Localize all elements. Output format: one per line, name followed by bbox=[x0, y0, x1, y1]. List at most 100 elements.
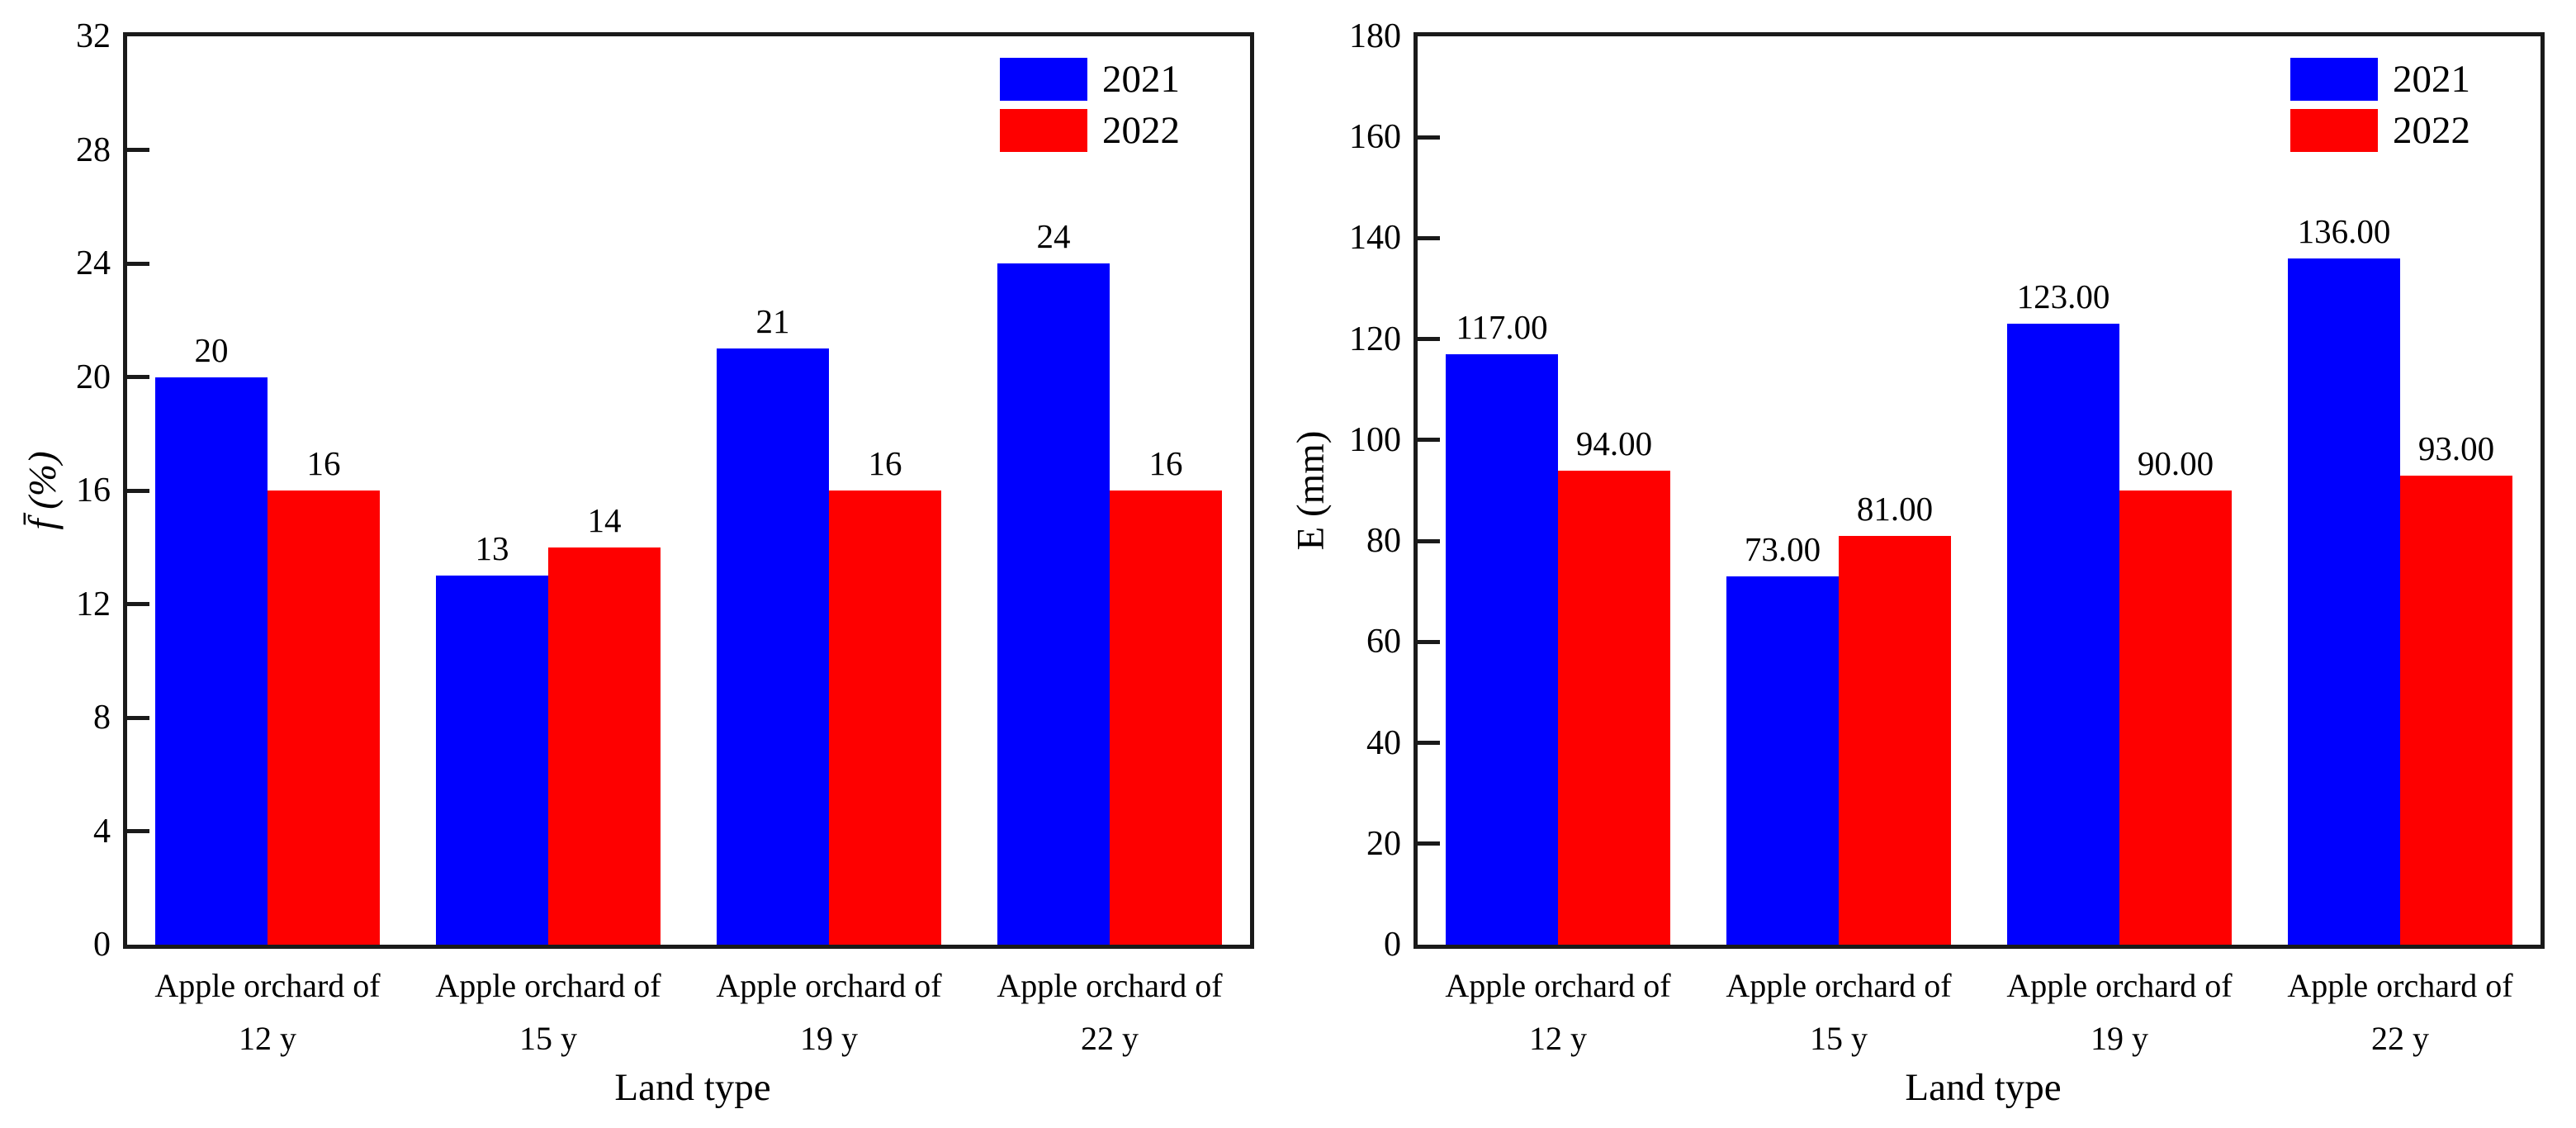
legend-swatch-2022 bbox=[1000, 109, 1087, 152]
bar-2021-group-2 bbox=[436, 576, 548, 945]
bar-2021-group-4 bbox=[997, 263, 1110, 945]
bar-2021-group-3 bbox=[717, 348, 829, 945]
y-tick-mark bbox=[127, 148, 149, 152]
bar-2021-group-1 bbox=[155, 377, 268, 945]
category-label-line: 15 y bbox=[519, 1020, 577, 1057]
category-label-line: Apple orchard of bbox=[154, 967, 381, 1004]
bar-2022-group-4 bbox=[1110, 491, 1222, 945]
category-label-line: Apple orchard of bbox=[2006, 967, 2233, 1004]
category-label-line: Apple orchard of bbox=[716, 967, 942, 1004]
legend-item-2021: 2021 bbox=[1000, 58, 1180, 101]
y-tick-label: 20 bbox=[76, 358, 111, 396]
category-label-line: Apple orchard of bbox=[1726, 967, 1952, 1004]
bar-value-label-2022-group-3: 16 bbox=[868, 444, 902, 482]
legend-label-2021: 2021 bbox=[2393, 57, 2470, 101]
y-tick-label: 32 bbox=[76, 17, 111, 55]
legend-swatch-2022 bbox=[2290, 109, 2378, 152]
bar-2022-group-1 bbox=[1558, 470, 1670, 945]
category-label-group-3: Apple orchard of 19 y bbox=[1938, 960, 2301, 1065]
y-tick-label: 80 bbox=[1366, 522, 1401, 561]
y-tick-mark bbox=[1418, 538, 1440, 543]
category-label-line: 22 y bbox=[2371, 1020, 2429, 1057]
bar-value-label-2021-group-1: 117.00 bbox=[1456, 308, 1548, 346]
y-tick-label: 100 bbox=[1349, 420, 1401, 459]
bar-2021-group-4 bbox=[2288, 258, 2400, 945]
bar-value-label-2021-group-4: 24 bbox=[1036, 217, 1071, 255]
y-tick-mark bbox=[1418, 741, 1440, 746]
bar-value-label-2021-group-2: 73.00 bbox=[1744, 529, 1821, 568]
bar-2022-group-3 bbox=[829, 491, 941, 945]
bar-value-label-2021-group-1: 20 bbox=[194, 330, 229, 369]
y-tick-label: 60 bbox=[1366, 623, 1401, 661]
y-axis-title-e-mm: E (mm) bbox=[1289, 430, 1333, 551]
y-tick-label: 0 bbox=[1384, 926, 1401, 964]
y-tick-label: 16 bbox=[76, 472, 111, 509]
y-axis-title-f-percent: f̄ (%) bbox=[21, 451, 64, 530]
category-label-line: Apple orchard of bbox=[997, 967, 1223, 1004]
category-label-line: Apple orchard of bbox=[1445, 967, 1671, 1004]
category-label-line: 12 y bbox=[239, 1020, 296, 1057]
y-tick-label: 40 bbox=[1366, 723, 1401, 762]
legend-item-2022: 2022 bbox=[2290, 109, 2470, 152]
y-tick-mark bbox=[127, 375, 149, 379]
bar-value-label-2022-group-4: 16 bbox=[1148, 444, 1183, 482]
x-axis-title-right: Land type bbox=[1905, 1066, 2062, 1109]
legend-item-2021: 2021 bbox=[2290, 58, 2470, 101]
bar-value-label-2022-group-2: 14 bbox=[587, 500, 622, 539]
y-tick-label: 160 bbox=[1349, 118, 1401, 157]
bar-value-label-2022-group-2: 81.00 bbox=[1856, 490, 1934, 528]
y-tick-label: 28 bbox=[76, 130, 111, 169]
bar-value-label-2022-group-1: 16 bbox=[306, 444, 341, 482]
category-label-line: 12 y bbox=[1529, 1020, 1587, 1057]
category-label-line: 19 y bbox=[800, 1020, 858, 1057]
y-tick-label: 20 bbox=[1366, 824, 1401, 863]
y-tick-label: 180 bbox=[1349, 17, 1401, 55]
y-tick-mark bbox=[1418, 841, 1440, 846]
category-label-line: 19 y bbox=[2091, 1020, 2148, 1057]
bar-value-label-2021-group-3: 21 bbox=[755, 302, 790, 341]
y-tick-mark bbox=[127, 829, 149, 833]
y-tick-mark bbox=[1418, 639, 1440, 644]
y-tick-mark bbox=[127, 715, 149, 720]
category-label-line: 15 y bbox=[1810, 1020, 1868, 1057]
category-label-group-2: Apple orchard of 15 y bbox=[1657, 960, 2020, 1065]
bar-value-label-2021-group-2: 13 bbox=[475, 529, 509, 568]
legend-swatch-2021 bbox=[1000, 58, 1087, 101]
bar-2021-group-1 bbox=[1446, 354, 1558, 945]
y-tick-label: 140 bbox=[1349, 219, 1401, 258]
category-label-group-3: Apple orchard of 19 y bbox=[647, 960, 1011, 1065]
category-label-line: 22 y bbox=[1081, 1020, 1139, 1057]
y-tick-label: 0 bbox=[93, 926, 111, 964]
y-tick-mark bbox=[127, 488, 149, 493]
legend-swatch-2021 bbox=[2290, 58, 2378, 101]
bar-2022-group-4 bbox=[2400, 475, 2512, 945]
y-tick-label: 120 bbox=[1349, 320, 1401, 358]
y-tick-mark bbox=[1418, 337, 1440, 342]
y-tick-mark bbox=[1418, 135, 1440, 140]
y-tick-label: 24 bbox=[76, 244, 111, 282]
y-tick-label: 4 bbox=[93, 812, 111, 851]
x-axis-title-left: Land type bbox=[614, 1066, 771, 1109]
bar-value-label-2022-group-1: 94.00 bbox=[1575, 424, 1653, 462]
category-label-group-4: Apple orchard of 22 y bbox=[2218, 960, 2576, 1065]
bar-2021-group-3 bbox=[2007, 324, 2119, 945]
category-label-group-4: Apple orchard of 22 y bbox=[928, 960, 1291, 1065]
legend-label-2021: 2021 bbox=[1102, 57, 1180, 101]
bar-2022-group-3 bbox=[2119, 491, 2232, 945]
category-label-line: Apple orchard of bbox=[435, 967, 661, 1004]
legend: 2021 2022 bbox=[2290, 58, 2470, 152]
y-tick-mark bbox=[127, 261, 149, 266]
plot-area-f-percent: 0 4 8 12 16 20 24 28 32 20 16 Apple orchard of 12 y 1… bbox=[76, 19, 1254, 1057]
plot-area-e-mm: 0 20 40 60 80 100 120 140 160 180 117.00 94.00 Apple… bbox=[1349, 19, 2545, 1057]
legend-label-2022: 2022 bbox=[1102, 108, 1180, 152]
legend-label-2022: 2022 bbox=[2393, 108, 2470, 152]
y-tick-mark bbox=[1418, 438, 1440, 443]
y-tick-mark bbox=[1418, 235, 1440, 240]
bar-2022-group-1 bbox=[268, 491, 380, 945]
bar-value-label-2021-group-3: 123.00 bbox=[2016, 277, 2110, 316]
category-label-group-1: Apple orchard of 12 y bbox=[86, 960, 449, 1065]
category-label-line: Apple orchard of bbox=[2287, 967, 2513, 1004]
category-label-group-1: Apple orchard of 12 y bbox=[1376, 960, 1740, 1065]
y-tick-label: 8 bbox=[93, 699, 111, 737]
bar-2022-group-2 bbox=[548, 547, 661, 945]
